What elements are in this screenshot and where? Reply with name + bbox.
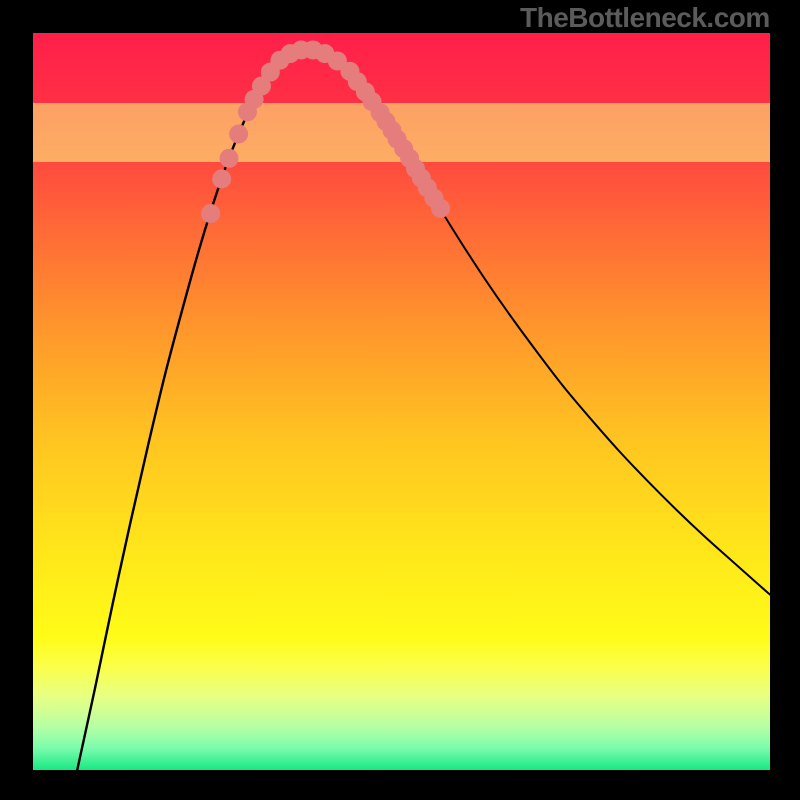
data-marker xyxy=(201,204,220,223)
watermark-text: TheBottleneck.com xyxy=(520,2,770,34)
data-marker xyxy=(431,199,450,218)
data-marker xyxy=(220,149,239,168)
data-marker xyxy=(229,124,248,143)
chart-svg xyxy=(0,0,800,800)
figure: TheBottleneck.com xyxy=(0,0,800,800)
data-marker xyxy=(212,169,231,188)
